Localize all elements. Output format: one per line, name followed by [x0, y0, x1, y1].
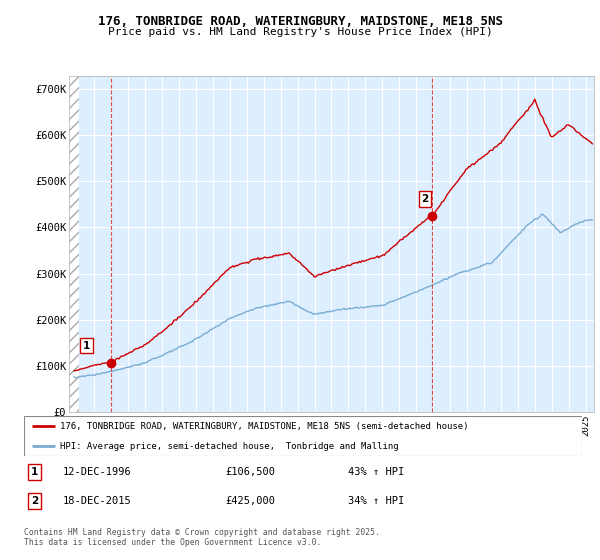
Text: 43% ↑ HPI: 43% ↑ HPI [347, 467, 404, 477]
Text: Price paid vs. HM Land Registry's House Price Index (HPI): Price paid vs. HM Land Registry's House … [107, 27, 493, 37]
Bar [69, 76, 79, 412]
Text: 2: 2 [421, 194, 428, 204]
Text: HPI: Average price, semi-detached house,  Tonbridge and Malling: HPI: Average price, semi-detached house,… [60, 442, 399, 451]
Text: £425,000: £425,000 [225, 496, 275, 506]
Text: 2: 2 [31, 496, 38, 506]
Text: 176, TONBRIDGE ROAD, WATERINGBURY, MAIDSTONE, ME18 5NS: 176, TONBRIDGE ROAD, WATERINGBURY, MAIDS… [97, 15, 503, 27]
Text: 1: 1 [31, 467, 38, 477]
Text: 176, TONBRIDGE ROAD, WATERINGBURY, MAIDSTONE, ME18 5NS (semi-detached house): 176, TONBRIDGE ROAD, WATERINGBURY, MAIDS… [60, 422, 469, 431]
Text: 1: 1 [83, 340, 90, 351]
Text: 18-DEC-2015: 18-DEC-2015 [63, 496, 132, 506]
Text: Contains HM Land Registry data © Crown copyright and database right 2025.
This d: Contains HM Land Registry data © Crown c… [24, 528, 380, 547]
Text: £106,500: £106,500 [225, 467, 275, 477]
FancyBboxPatch shape [24, 416, 582, 456]
Text: 12-DEC-1996: 12-DEC-1996 [63, 467, 132, 477]
Text: 34% ↑ HPI: 34% ↑ HPI [347, 496, 404, 506]
